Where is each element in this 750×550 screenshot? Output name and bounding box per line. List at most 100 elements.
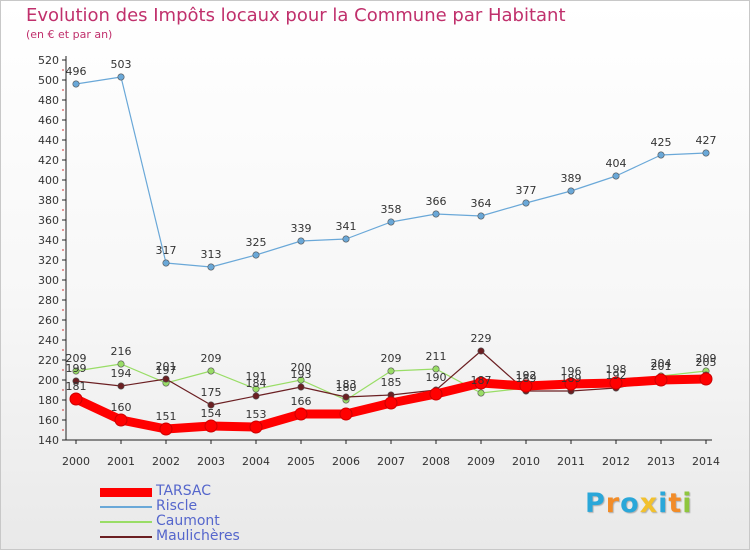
data-point-maulichères (72, 377, 80, 385)
data-label-caumont: 196 (561, 365, 582, 378)
y-tick-label: 160 (38, 414, 59, 427)
data-label-riscle: 364 (471, 197, 492, 210)
data-point-tarsac (159, 422, 173, 436)
data-label-maulichères: 201 (156, 360, 177, 373)
data-point-tarsac (114, 413, 128, 427)
data-label-caumont: 204 (651, 357, 672, 370)
x-tick-label: 2007 (377, 455, 405, 468)
data-label-caumont: 209 (201, 352, 222, 365)
data-point-riscle (567, 187, 575, 195)
data-point-riscle (657, 151, 665, 159)
data-point-riscle (612, 172, 620, 180)
data-label-caumont: 197 (156, 364, 177, 377)
data-label-maulichères: 189 (561, 372, 582, 385)
y-tick-label: 440 (38, 134, 59, 147)
data-label-riscle: 377 (516, 184, 537, 197)
logo-letter: x (639, 488, 659, 519)
data-point-riscle (297, 237, 305, 245)
y-tick-label: 460 (38, 114, 59, 127)
logo-letter: r (605, 488, 621, 519)
data-point-caumont (297, 376, 305, 384)
data-point-riscle (342, 235, 350, 243)
data-label-maulichères: 201 (651, 360, 672, 373)
data-point-caumont (432, 365, 440, 373)
logo-letter: P (585, 488, 606, 519)
data-point-caumont (117, 360, 125, 368)
y-tick-label: 480 (38, 94, 59, 107)
data-point-tarsac (339, 407, 353, 421)
logo-letter: i (658, 488, 669, 519)
y-tick-label: 400 (38, 174, 59, 187)
data-point-tarsac (384, 396, 398, 410)
x-tick-label: 2000 (62, 455, 90, 468)
data-point-riscle (387, 218, 395, 226)
y-tick-label: 280 (38, 294, 59, 307)
data-point-riscle (117, 73, 125, 81)
legend-label: Caumont (156, 513, 220, 529)
data-label-maulichères: 199 (66, 362, 87, 375)
data-point-riscle (252, 251, 260, 259)
x-tick-label: 2005 (287, 455, 315, 468)
data-point-tarsac (294, 407, 308, 421)
x-tick-label: 2013 (647, 455, 675, 468)
data-point-riscle (432, 210, 440, 218)
data-label-tarsac: 153 (246, 408, 267, 421)
data-point-caumont (477, 389, 485, 397)
x-tick-label: 2006 (332, 455, 360, 468)
y-tick-label: 300 (38, 274, 59, 287)
data-label-riscle: 325 (246, 236, 267, 249)
data-point-tarsac (654, 373, 668, 387)
x-tick-label: 2010 (512, 455, 540, 468)
x-tick-label: 2003 (197, 455, 225, 468)
data-label-maulichères: 189 (516, 372, 537, 385)
x-tick-label: 2002 (152, 455, 180, 468)
data-label-caumont: 191 (246, 370, 267, 383)
data-point-riscle (162, 259, 170, 267)
data-point-maulichères (162, 375, 170, 383)
data-label-caumont: 192 (516, 369, 537, 382)
data-point-riscle (72, 80, 80, 88)
y-tick-label: 500 (38, 74, 59, 87)
data-label-caumont: 209 (66, 352, 87, 365)
data-point-caumont (207, 367, 215, 375)
x-tick-label: 2004 (242, 455, 270, 468)
x-tick-label: 2012 (602, 455, 630, 468)
data-label-maulichères: 185 (381, 376, 402, 389)
y-tick-label: 200 (38, 374, 59, 387)
data-label-riscle: 427 (696, 134, 717, 147)
data-label-tarsac: 151 (156, 410, 177, 423)
y-tick-label: 380 (38, 194, 59, 207)
data-label-maulichères: 183 (336, 378, 357, 391)
y-tick-label: 420 (38, 154, 59, 167)
data-label-riscle: 503 (111, 58, 132, 71)
data-point-maulichères (252, 392, 260, 400)
data-label-riscle: 358 (381, 203, 402, 216)
data-label-tarsac: 154 (201, 407, 222, 420)
data-label-riscle: 341 (336, 220, 357, 233)
x-tick-label: 2014 (692, 455, 720, 468)
x-tick-label: 2009 (467, 455, 495, 468)
data-label-caumont: 216 (111, 345, 132, 358)
data-point-riscle (477, 212, 485, 220)
x-tick-label: 2001 (107, 455, 135, 468)
legend-label: TARSAC (156, 483, 212, 499)
logo-letter: o (620, 488, 640, 519)
y-tick-label: 240 (38, 334, 59, 347)
data-label-riscle: 313 (201, 248, 222, 261)
proxiti-logo: Proxiti (585, 488, 693, 519)
chart-title: Evolution des Impôts locaux pour la Comm… (26, 5, 566, 26)
data-label-caumont: 209 (696, 352, 717, 365)
y-tick-label: 360 (38, 214, 59, 227)
data-point-riscle (702, 149, 710, 157)
data-label-tarsac: 160 (111, 401, 132, 414)
data-point-tarsac (204, 419, 218, 433)
y-tick-label: 340 (38, 234, 59, 247)
data-label-riscle: 496 (66, 65, 87, 78)
data-point-tarsac (429, 387, 443, 401)
data-label-tarsac: 181 (66, 380, 87, 393)
data-label-maulichères: 175 (201, 386, 222, 399)
y-tick-label: 220 (38, 354, 59, 367)
logo-letter: i (682, 488, 693, 519)
data-label-caumont: 211 (426, 350, 447, 363)
